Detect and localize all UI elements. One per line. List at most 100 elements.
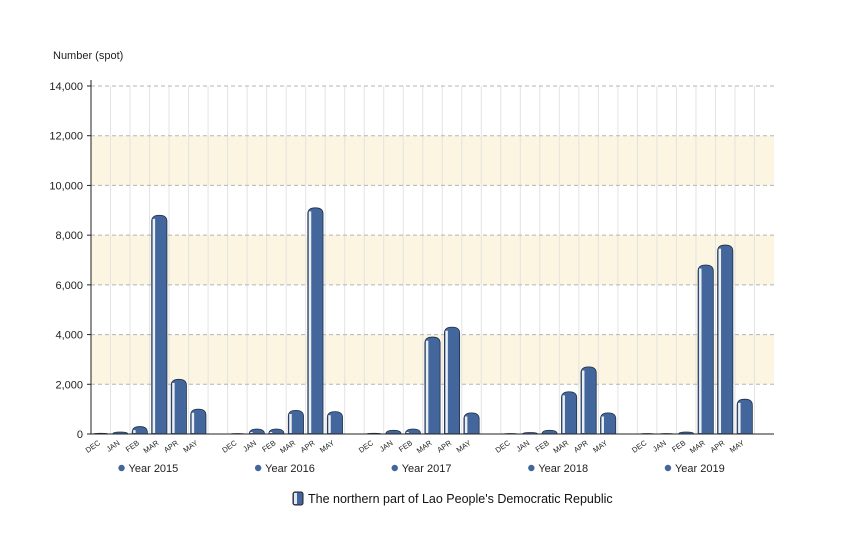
bar [424, 336, 441, 435]
x-tick-label: FEB [124, 438, 141, 454]
x-tick-label: MAR [688, 438, 707, 455]
bar [385, 429, 402, 435]
y-tick-label: 0 [77, 429, 83, 441]
x-tick-label: FEB [397, 438, 414, 454]
bar-highlight [718, 248, 722, 433]
y-axis-ticks: 0 2,000 4,000 6,000 8,000 10,000 12,000 14,000 [49, 81, 91, 441]
bar-highlight [582, 370, 585, 433]
bar-highlight [152, 218, 156, 433]
x-tick-label: JAN [105, 438, 122, 454]
bar-highlight [464, 416, 468, 433]
bar-highlight [289, 413, 292, 433]
legend-swatch [292, 491, 304, 506]
legend: The northern part of Lao People's Democr… [292, 491, 613, 506]
plot-band [91, 135, 774, 186]
vertical-gridlines [110, 86, 755, 434]
bar-highlight [738, 402, 741, 433]
x-tick-label: DEC [357, 438, 376, 455]
x-tick-label: APR [709, 438, 727, 455]
bar [736, 398, 753, 435]
x-tick-label: MAY [591, 438, 609, 454]
year-marker [391, 464, 398, 472]
x-tick-label: JAN [651, 438, 668, 454]
legend-label: The northern part of Lao People's Democr… [308, 492, 613, 506]
bar [717, 244, 734, 435]
x-tick-label: APR [572, 438, 590, 455]
x-tick-label: DEC [630, 438, 649, 455]
bar-highlight [172, 382, 175, 433]
x-tick-label: DEC [84, 438, 103, 455]
x-tick-label: APR [162, 438, 180, 455]
x-tick-label: APR [435, 438, 453, 455]
x-tick-label: FEB [534, 438, 551, 454]
x-axis-ticks: DEC JAN FEB MAR APR MAY DEC JAN FEB MAR APR MAY DEC J… [84, 438, 746, 455]
x-tick-label: DEC [220, 438, 239, 455]
x-tick-label: JAN [241, 438, 258, 454]
x-tick-label: FEB [260, 438, 277, 454]
year-group-labels: Year 2015 Year 2016 Year 2017 Year 2018 Year… [118, 463, 725, 475]
bar-highlight [425, 340, 429, 433]
x-tick-label: MAR [415, 438, 434, 455]
horizontal-gridlines [91, 85, 774, 385]
bar [131, 426, 148, 435]
year-marker [254, 464, 262, 472]
bar [697, 264, 714, 435]
bar [404, 428, 421, 435]
bar [541, 429, 558, 435]
bar [463, 412, 480, 435]
bar [326, 411, 343, 435]
plot-band [91, 235, 774, 285]
year-label: Year 2015 [129, 463, 179, 475]
bar-highlight [699, 268, 702, 433]
x-tick-label: DEC [494, 438, 513, 455]
bar-highlight [133, 430, 136, 433]
x-tick-label: JAN [514, 438, 531, 454]
y-tick-label: 8,000 [55, 230, 83, 242]
x-tick-label: JAN [378, 438, 395, 454]
bar [170, 378, 187, 435]
bar [248, 428, 265, 435]
y-tick-label: 2,000 [55, 379, 83, 391]
bar [287, 409, 304, 435]
year-marker [664, 464, 672, 472]
year-marker [528, 464, 535, 472]
bar [151, 214, 168, 435]
year-label: Year 2018 [538, 463, 588, 475]
bar-highlight [406, 432, 409, 433]
bar [561, 391, 578, 435]
x-tick-label: FEB [670, 438, 687, 454]
y-tick-label: 10,000 [49, 180, 83, 192]
bar [268, 428, 285, 435]
bar-highlight [269, 432, 273, 433]
bars [92, 207, 753, 435]
bar-highlight [328, 415, 331, 433]
bar [307, 207, 324, 435]
year-label: Year 2017 [402, 463, 452, 475]
y-axis-label: Number (spot) [53, 50, 123, 62]
year-label: Year 2016 [265, 463, 315, 475]
year-marker [118, 464, 125, 472]
year-label: Year 2019 [675, 463, 725, 475]
bar [580, 366, 597, 435]
x-tick-label: MAR [142, 438, 161, 455]
x-tick-label: MAY [455, 438, 473, 454]
y-tick-label: 14,000 [49, 81, 83, 93]
x-tick-label: MAY [728, 438, 746, 454]
bar [600, 412, 617, 435]
x-tick-label: APR [299, 438, 317, 455]
x-tick-label: MAR [551, 438, 570, 455]
bar [444, 326, 461, 435]
y-tick-label: 4,000 [55, 330, 83, 342]
bar-highlight [308, 211, 312, 433]
bar-highlight [562, 395, 565, 433]
y-tick-label: 6,000 [55, 280, 83, 292]
bar-highlight [601, 416, 604, 433]
y-tick-label: 12,000 [49, 131, 83, 143]
x-tick-label: MAY [318, 438, 336, 454]
x-tick-label: MAY [181, 438, 199, 454]
bar [190, 408, 207, 435]
bar-highlight [445, 330, 448, 433]
x-tick-label: MAR [278, 438, 297, 455]
bar-highlight [250, 432, 253, 433]
